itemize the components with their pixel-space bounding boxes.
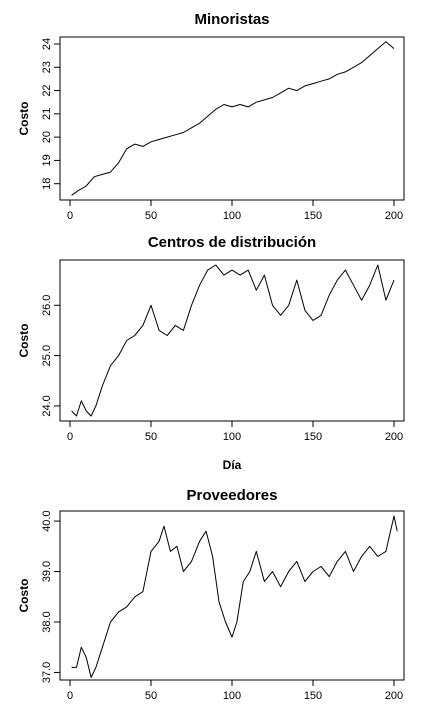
chart-title: Minoristas xyxy=(194,11,269,28)
y-tick-label: 24.0 xyxy=(41,395,53,416)
y-tick-label: 38.0 xyxy=(41,611,53,632)
x-tick-label: 200 xyxy=(385,431,403,443)
y-tick-label: 24 xyxy=(41,38,53,50)
series-line xyxy=(71,41,395,196)
x-tick-label: 200 xyxy=(385,690,403,702)
y-axis-label: Costo xyxy=(17,324,31,358)
x-tick-label: 200 xyxy=(385,210,403,222)
x-tick-label: 0 xyxy=(67,210,73,222)
y-tick-label: 22 xyxy=(41,84,53,96)
x-tick-label: 150 xyxy=(304,210,322,222)
y-tick-label: 21 xyxy=(41,108,53,120)
plot-frame xyxy=(59,510,405,681)
x-tick-label: 100 xyxy=(223,690,241,702)
x-tick-label: 0 xyxy=(67,690,73,702)
chart-title: Centros de distribución xyxy=(148,234,316,251)
plot-frame xyxy=(59,36,405,201)
x-tick-label: 0 xyxy=(67,431,73,443)
x-tick-label: 50 xyxy=(145,431,157,443)
x-tick-label: 50 xyxy=(145,210,157,222)
series-line xyxy=(71,515,398,678)
y-tick-label: 40.0 xyxy=(41,510,53,531)
y-tick-label: 23 xyxy=(41,61,53,73)
x-tick-label: 150 xyxy=(304,690,322,702)
y-axis-label: Costo xyxy=(17,102,31,136)
y-tick-label: 39.0 xyxy=(41,561,53,582)
y-tick-label: 26.0 xyxy=(41,295,53,316)
y-tick-label: 20 xyxy=(41,131,53,143)
y-tick-label: 19 xyxy=(41,154,53,166)
x-tick-label: 100 xyxy=(223,210,241,222)
x-axis-label: Día xyxy=(223,458,242,472)
x-tick-label: 100 xyxy=(223,431,241,443)
y-tick-label: 37.0 xyxy=(41,662,53,683)
series-line xyxy=(71,264,395,417)
y-tick-label: 25.0 xyxy=(41,345,53,366)
chart-title: Proveedores xyxy=(187,487,278,504)
x-tick-label: 50 xyxy=(145,690,157,702)
y-axis-label: Costo xyxy=(17,579,31,613)
y-tick-label: 18 xyxy=(41,178,53,190)
x-tick-label: 150 xyxy=(304,431,322,443)
